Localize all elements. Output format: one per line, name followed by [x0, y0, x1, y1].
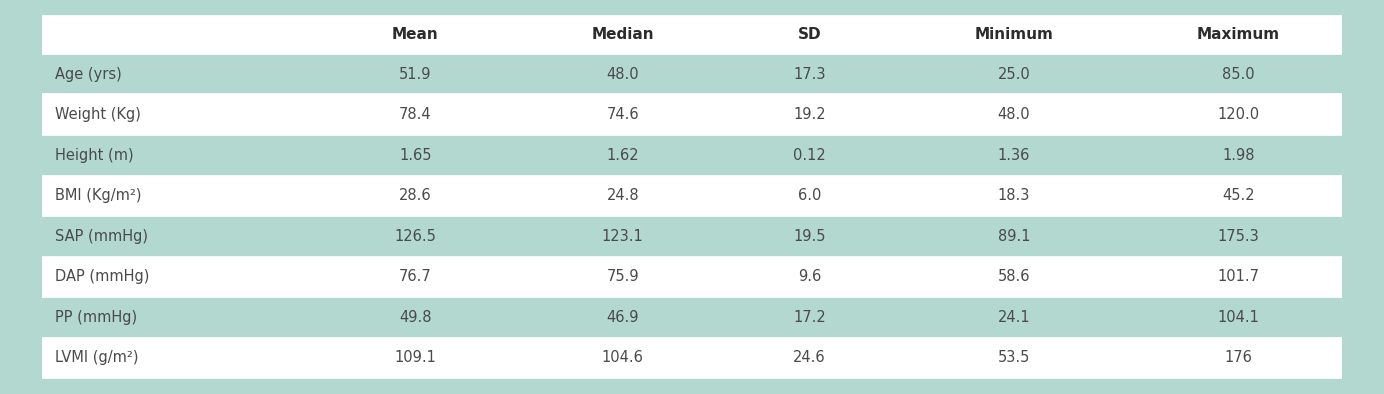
Text: 24.1: 24.1: [998, 310, 1030, 325]
Text: 51.9: 51.9: [399, 67, 432, 82]
Text: 24.6: 24.6: [793, 351, 826, 366]
FancyBboxPatch shape: [42, 216, 1342, 256]
FancyBboxPatch shape: [42, 176, 1342, 216]
Text: 104.1: 104.1: [1218, 310, 1259, 325]
Text: 1.98: 1.98: [1222, 148, 1255, 163]
Text: 46.9: 46.9: [606, 310, 639, 325]
Text: PP (mmHg): PP (mmHg): [55, 310, 137, 325]
Text: 0.12: 0.12: [793, 148, 826, 163]
Text: 1.65: 1.65: [399, 148, 432, 163]
Text: 17.2: 17.2: [793, 310, 826, 325]
Text: 175.3: 175.3: [1218, 229, 1259, 244]
Text: 24.8: 24.8: [606, 188, 639, 203]
Text: 104.6: 104.6: [602, 351, 644, 366]
FancyBboxPatch shape: [42, 256, 1342, 297]
Text: 75.9: 75.9: [606, 269, 639, 284]
Text: 1.36: 1.36: [998, 148, 1030, 163]
Text: 123.1: 123.1: [602, 229, 644, 244]
Text: 58.6: 58.6: [998, 269, 1030, 284]
Text: Height (m): Height (m): [55, 148, 134, 163]
FancyBboxPatch shape: [42, 16, 1342, 54]
Text: 6.0: 6.0: [799, 188, 821, 203]
Text: BMI (Kg/m²): BMI (Kg/m²): [55, 188, 143, 203]
Text: 85.0: 85.0: [1222, 67, 1255, 82]
Text: Maximum: Maximum: [1197, 27, 1280, 42]
Text: 28.6: 28.6: [399, 188, 432, 203]
Text: 76.7: 76.7: [399, 269, 432, 284]
Text: 176: 176: [1225, 351, 1253, 366]
FancyBboxPatch shape: [42, 135, 1342, 176]
Text: 49.8: 49.8: [399, 310, 432, 325]
Text: 17.3: 17.3: [793, 67, 826, 82]
Text: SD: SD: [797, 27, 822, 42]
FancyBboxPatch shape: [42, 338, 1342, 378]
Text: SAP (mmHg): SAP (mmHg): [55, 229, 148, 244]
Text: 74.6: 74.6: [606, 107, 639, 122]
FancyBboxPatch shape: [42, 95, 1342, 135]
Text: 126.5: 126.5: [394, 229, 436, 244]
Text: 18.3: 18.3: [998, 188, 1030, 203]
Text: Mean: Mean: [392, 27, 439, 42]
Text: 109.1: 109.1: [394, 351, 436, 366]
Text: Weight (Kg): Weight (Kg): [55, 107, 141, 122]
Text: 45.2: 45.2: [1222, 188, 1255, 203]
Text: 25.0: 25.0: [998, 67, 1030, 82]
Text: Median: Median: [591, 27, 655, 42]
Text: DAP (mmHg): DAP (mmHg): [55, 269, 149, 284]
Text: Age (yrs): Age (yrs): [55, 67, 122, 82]
Text: LVMI (g/m²): LVMI (g/m²): [55, 351, 138, 366]
Text: 9.6: 9.6: [799, 269, 821, 284]
FancyBboxPatch shape: [42, 54, 1342, 95]
Text: 19.5: 19.5: [793, 229, 826, 244]
Text: 78.4: 78.4: [399, 107, 432, 122]
Text: 48.0: 48.0: [606, 67, 639, 82]
Text: 1.62: 1.62: [606, 148, 639, 163]
Text: 89.1: 89.1: [998, 229, 1030, 244]
Text: 48.0: 48.0: [998, 107, 1030, 122]
Text: 101.7: 101.7: [1218, 269, 1259, 284]
FancyBboxPatch shape: [42, 297, 1342, 338]
Text: Minimum: Minimum: [974, 27, 1053, 42]
Text: 19.2: 19.2: [793, 107, 826, 122]
Text: 120.0: 120.0: [1218, 107, 1259, 122]
Text: 53.5: 53.5: [998, 351, 1030, 366]
